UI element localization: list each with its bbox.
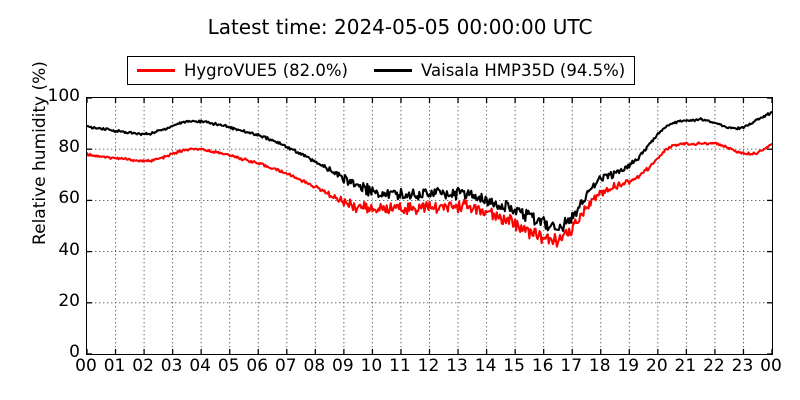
x-tick-label: 15: [503, 356, 525, 376]
x-tick-label: 11: [389, 356, 411, 376]
legend-entry-hygrovue5: HygroVUE5 (82.0%): [137, 61, 348, 80]
x-tick-label: 17: [560, 356, 583, 376]
y-tick-label: 100: [47, 86, 80, 106]
x-tick-label: 06: [246, 356, 269, 376]
legend-label-vaisala-hmp35d: Vaisala HMP35D (94.5%): [421, 61, 626, 80]
x-tick-label: 22: [703, 356, 725, 376]
legend-swatch-hygrovue5: [137, 69, 175, 72]
x-tick-label: 07: [274, 356, 297, 376]
legend-swatch-vaisala-hmp35d: [374, 69, 412, 72]
x-tick-label: 20: [646, 356, 668, 376]
y-tick-label: 80: [58, 137, 80, 158]
x-tick-label: 02: [132, 356, 154, 376]
x-tick-label: 09: [332, 356, 354, 376]
x-tick-label: 03: [160, 356, 183, 376]
y-tick-label: 0: [69, 342, 80, 362]
x-tick-label: 19: [617, 356, 640, 376]
plot-area: [86, 97, 773, 355]
x-tick-label: 05: [217, 356, 240, 376]
series-line-vaisala-hmp35d: [87, 111, 772, 232]
series-line-hygrovue5: [87, 141, 772, 248]
x-tick-label: 00: [75, 356, 97, 376]
y-tick-label: 60: [58, 188, 80, 209]
x-tick-label: 12: [417, 356, 440, 376]
chart-legend: HygroVUE5 (82.0%) Vaisala HMP35D (94.5%): [127, 56, 636, 85]
x-tick-label: 21: [674, 356, 697, 376]
legend-label-hygrovue5: HygroVUE5 (82.0%): [184, 61, 348, 80]
x-tick-label: 01: [103, 356, 126, 376]
y-tick-label: 20: [58, 290, 80, 311]
x-tick-label: 10: [360, 356, 383, 376]
x-axis-ticks: 00 01 02 03 04 05 06 07 08 09 10 11 12 13 14 15 16 17 18 19…: [75, 356, 782, 384]
y-axis-ticks: 0 20 40 60 80 100: [36, 88, 80, 361]
x-tick-label: 23: [731, 356, 754, 376]
x-tick-label: 08: [303, 356, 326, 376]
plot-canvas: [87, 98, 772, 354]
y-tick-label: 40: [58, 239, 80, 260]
x-tick-label: 18: [588, 356, 611, 376]
x-tick-label: 04: [189, 356, 211, 376]
legend-entry-vaisala-hmp35d: Vaisala HMP35D (94.5%): [374, 61, 625, 80]
x-tick-label: 14: [474, 356, 497, 376]
x-tick-label: 13: [446, 356, 468, 376]
x-tick-label: 16: [531, 356, 554, 376]
x-tick-label: 00: [760, 356, 782, 376]
chart-title: Latest time: 2024-05-05 00:00:00 UTC: [207, 15, 593, 39]
